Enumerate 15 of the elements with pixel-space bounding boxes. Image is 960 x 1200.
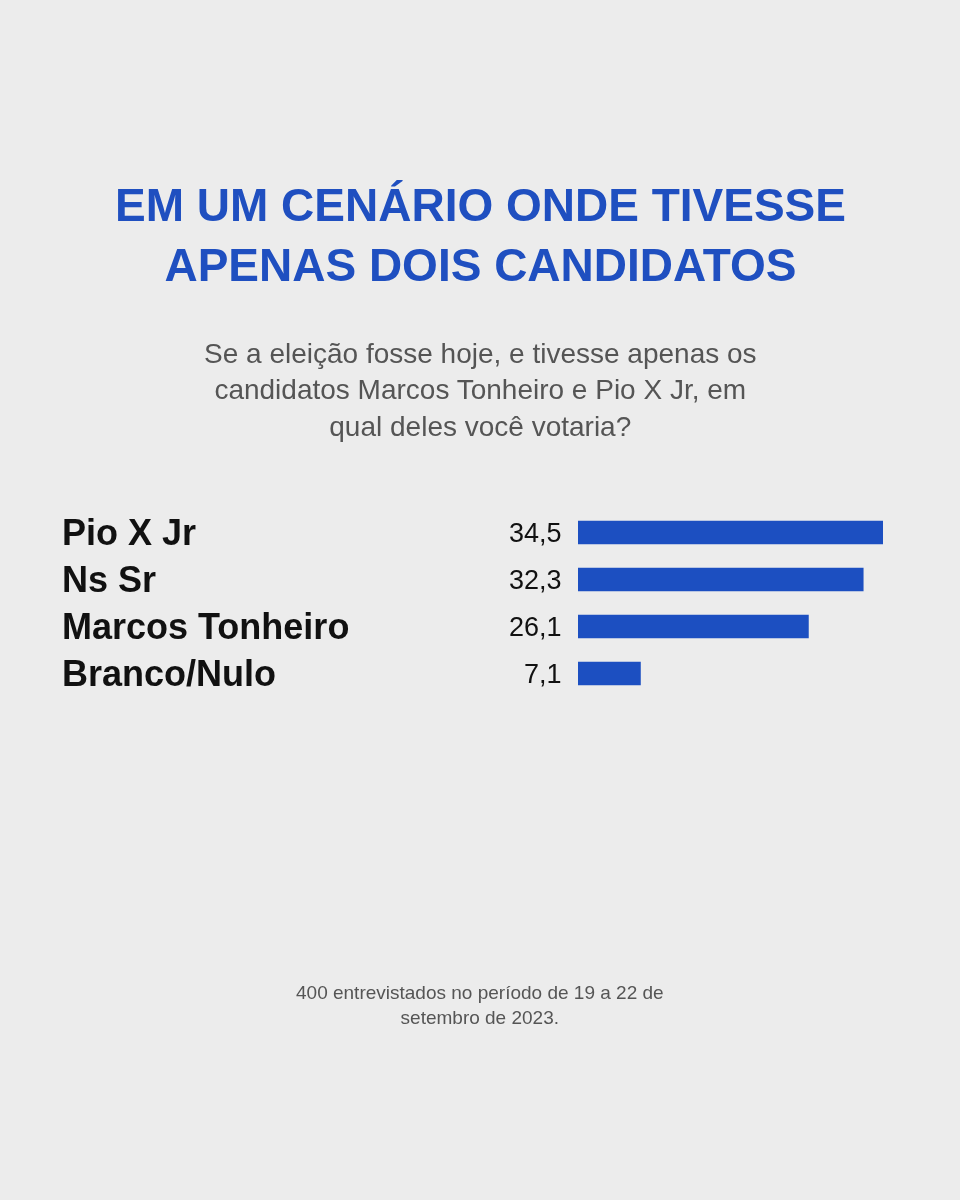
bar <box>578 567 864 592</box>
data-label: 7,1 <box>524 659 562 689</box>
text: 400 entrevistados no período de 19 a 22 de setembro de 2023. <box>296 982 664 1028</box>
bar <box>578 520 883 545</box>
y-tick-label: Ns Sr <box>62 559 157 600</box>
data-label: 34,5 <box>509 518 562 548</box>
data-label: 26,1 <box>509 612 562 642</box>
y-tick-label: Branco/Nulo <box>62 653 277 694</box>
chart-title: EM UM CENÁRIO ONDE TIVESSE APENAS DOIS CANDIDATOS <box>115 179 846 291</box>
y-tick-label: Marcos Tonheiro <box>62 606 350 647</box>
data-label: 32,3 <box>509 565 562 595</box>
y-tick-label: Pio X Jr <box>62 512 197 553</box>
bar <box>578 614 809 639</box>
bar <box>578 661 641 686</box>
chart-subtitle: Se a eleição fosse hoje, e tivesse apenas os candidatos Marcos Tonheiro e Pio X Jr, em qual deles você votaria? <box>204 338 757 442</box>
